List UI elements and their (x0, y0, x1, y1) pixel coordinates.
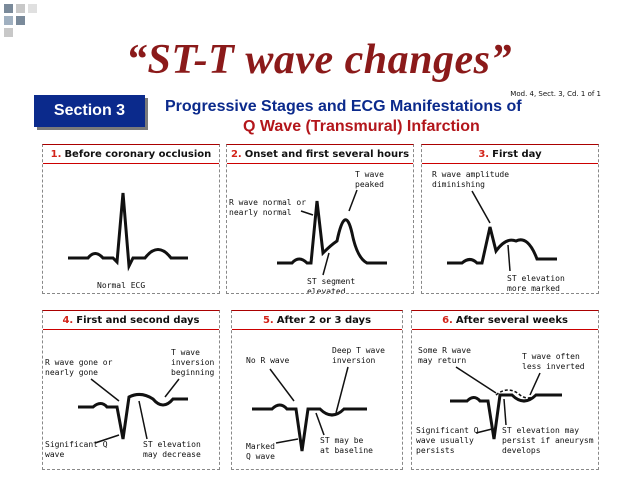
panel-stage-4: 4. First and second days R wave gone or … (42, 310, 220, 470)
section-badge: Section 3 (34, 95, 145, 127)
annotation-st-elevation: ST elevation (507, 274, 565, 283)
panel-number: 6. (442, 314, 453, 326)
annotation-r-gone: R wave gone or (45, 358, 113, 367)
annotation-persist-aneurysm: persist if aneurysm (502, 436, 594, 445)
panel-stage-5: 5. After 2 or 3 days No R wave Deep T wa… (231, 310, 403, 470)
slide-title: “ST-T wave changes” (126, 37, 512, 83)
panel-stage-1: 1. Before coronary occlusion Normal ECG (42, 144, 220, 294)
annotation-develops: develops (502, 446, 541, 455)
panel-title: First day (492, 148, 542, 160)
ecg-waveform (277, 200, 387, 265)
ecg-trace-panel: Normal ECG (68, 192, 188, 290)
reference-text: Mod. 4, Sect. 3, Cd. 1 of 1 (510, 90, 601, 98)
corner-decoration (0, 0, 60, 48)
annotation-st-decrease: may decrease (143, 450, 201, 459)
annotation-r-wave-normal: nearly normal (229, 208, 292, 217)
annotation-r-diminishing: diminishing (432, 180, 485, 189)
panel-title: Onset and first several hours (244, 148, 410, 160)
annotation-persists: persists (416, 446, 455, 455)
annotation-st-may: ST elevation may (502, 426, 579, 435)
panel-header: 1. Before coronary occlusion (43, 145, 219, 164)
annotation-some-r: Some R wave (418, 346, 471, 355)
annotation-t-wave-peaked: peaked (355, 180, 384, 189)
panel-header: 5. After 2 or 3 days (232, 311, 402, 330)
figure-heading: Progressive Stages and ECG Manifestation… (165, 98, 522, 115)
annotation-t-inversion: inversion (171, 358, 215, 367)
panel-title: After 2 or 3 days (276, 314, 372, 326)
panel-stage-6: 6. After several weeks Some R wave may r… (411, 310, 599, 470)
panel-number: 3. (478, 148, 490, 160)
annotation-more-marked: more marked (507, 284, 560, 293)
ecg-trace-panel: Some R wave may return T wave often less… (416, 346, 594, 455)
annotation-t-wave: T wave (171, 348, 200, 357)
ecg-trace-panel: R wave gone or nearly gone T wave invers… (45, 348, 215, 459)
panel-header: 2. Onset and first several hours (227, 145, 413, 164)
ecg-waveform (447, 226, 557, 265)
annotation-deep-t: Deep T wave (332, 346, 385, 355)
ecg-trace-panel: No R wave Deep T wave inversion Marked Q… (246, 346, 385, 461)
panel-title: Before coronary occlusion (64, 148, 212, 160)
panel-header: 6. After several weeks (412, 311, 598, 330)
annotation-st-segment: ST segment (307, 277, 355, 286)
annotation-st-elevation: ST elevation (143, 440, 201, 449)
panel-header: 3. First day (422, 145, 598, 164)
annotation-t-inversion: inversion (332, 356, 376, 365)
annotation-at-baseline: at baseline (320, 446, 373, 455)
annotation-wave-usually: wave usually (416, 436, 474, 445)
panel-title: First and second days (76, 314, 200, 326)
annotation-less-inverted: less inverted (522, 362, 585, 371)
ecg-trace-panel: T wave peaked R wave normal or nearly no… (229, 170, 387, 293)
ecg-waveform (68, 192, 188, 272)
panel-number: 1. (50, 148, 62, 160)
annotation-significant-q: Significant Q (416, 426, 479, 435)
annotation-may-return: may return (418, 356, 466, 365)
ecg-figure: Section 3 Mod. 4, Sect. 3, Cd. 1 of 1 Pr… (29, 90, 607, 474)
annotation-nearly-gone: nearly gone (45, 368, 98, 377)
ecg-trace-panel: R wave amplitude diminishing ST elevatio… (432, 170, 565, 293)
ecg-waveform-dashed (495, 389, 537, 399)
panel-number: 5. (262, 314, 274, 326)
annotation-r-wave: R wave normal or (229, 198, 306, 207)
panel-header: 4. First and second days (43, 311, 219, 330)
annotation-st-may-be: ST may be (320, 436, 364, 445)
ecg-waveform (78, 392, 188, 440)
annotation-significant-q: Significant Q (45, 440, 108, 449)
annotation-q-wave: wave (45, 450, 64, 459)
annotation-normal-ecg: Normal ECG (97, 281, 145, 290)
ecg-waveform (252, 403, 367, 452)
annotation-t-beginning: beginning (171, 368, 215, 377)
figure-subheading: Q Wave (Transmural) Infarction (243, 118, 480, 135)
panel-number: 4. (62, 314, 74, 326)
annotation-st-elevated: elevated (307, 287, 346, 293)
ecg-waveform (450, 393, 562, 440)
panel-title: After several weeks (455, 314, 568, 326)
panel-stage-2: 2. Onset and first several hours T wave … (226, 144, 414, 294)
panel-number: 2. (230, 148, 242, 160)
annotation-q-wave: Q wave (246, 452, 275, 461)
annotation-marked: Marked (246, 442, 275, 451)
annotation-t-often: T wave often (522, 352, 580, 361)
annotation-r-amplitude: R wave amplitude (432, 170, 509, 179)
panel-stage-3: 3. First day R wave amplitude diminishin… (421, 144, 599, 294)
annotation-no-r-wave: No R wave (246, 356, 290, 365)
annotation-t-wave: T wave (355, 170, 384, 179)
